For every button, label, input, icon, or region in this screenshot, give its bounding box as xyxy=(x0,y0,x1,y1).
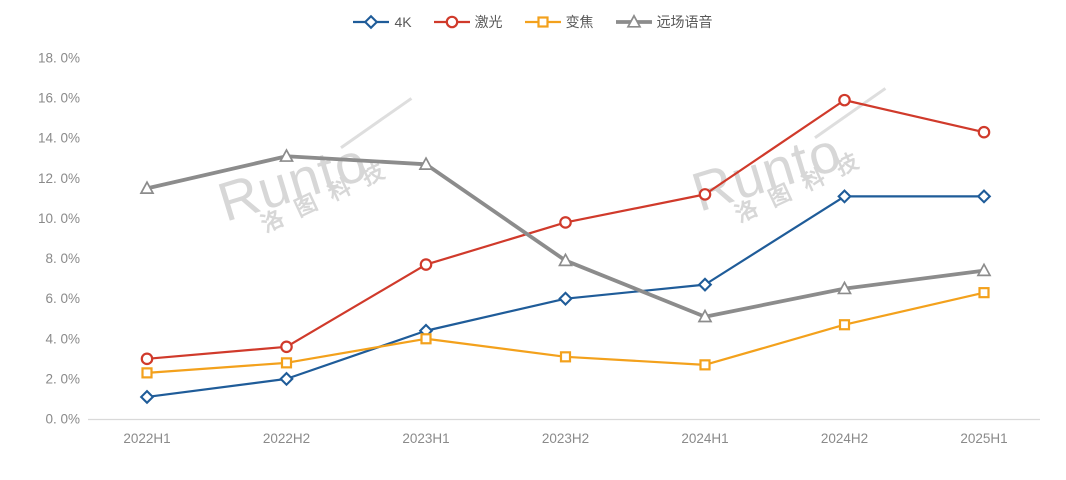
diamond-data-point-marker xyxy=(139,389,155,405)
diamond-legend-marker-icon xyxy=(353,14,390,30)
legend-label: 激光 xyxy=(474,14,503,30)
triangle-data-point-marker xyxy=(279,148,294,162)
circle-data-point-marker xyxy=(140,352,154,366)
triangle-data-point-marker xyxy=(558,252,573,267)
square-data-point-marker xyxy=(536,16,549,28)
circle-data-point-marker xyxy=(838,93,851,107)
x-axis-tick-label: 2022H1 xyxy=(123,431,170,446)
triangle-data-point-marker xyxy=(139,180,155,195)
diamond-data-point-marker xyxy=(976,189,992,204)
square-data-point-marker xyxy=(280,357,293,369)
legend: 4K 激光 变焦 远场语音 xyxy=(0,12,1066,32)
x-axis-tick-label: 2023H1 xyxy=(402,431,449,446)
x-axis-tick-label: 2024H1 xyxy=(681,431,728,446)
square-data-point-marker xyxy=(838,319,851,331)
y-axis-tick-label: 14. 0% xyxy=(38,131,80,146)
circle-data-point-marker xyxy=(419,258,433,271)
square-data-point-marker xyxy=(559,351,572,363)
y-axis-tick-label: 18. 0% xyxy=(38,51,80,66)
triangle-legend-marker-icon xyxy=(615,14,652,28)
square-data-point-marker xyxy=(420,333,432,345)
x-axis-tick-label: 2025H1 xyxy=(960,431,1007,446)
triangle-data-point-marker xyxy=(697,308,713,323)
square-data-point-marker xyxy=(141,367,153,379)
triangle-data-point-marker xyxy=(976,262,992,277)
x-axis-tick-label: 2024H2 xyxy=(821,431,868,446)
triangle-data-point-marker xyxy=(418,156,434,170)
y-axis-tick-label: 6. 0% xyxy=(45,291,80,306)
x-axis-tick-label: 2022H2 xyxy=(263,431,310,446)
legend-label: 4K xyxy=(394,14,412,30)
circle-legend-marker-icon xyxy=(433,15,470,29)
x-axis-tick-label: 2023H2 xyxy=(542,431,589,446)
legend-item-4K: 4K xyxy=(353,14,412,30)
diamond-data-point-marker xyxy=(558,291,573,306)
diamond-data-point-marker xyxy=(279,371,294,387)
diamond-data-point-marker xyxy=(837,189,852,204)
y-axis-tick-label: 10. 0% xyxy=(38,211,80,226)
square-data-point-marker xyxy=(699,359,711,371)
circle-data-point-marker xyxy=(698,188,712,201)
legend-item-远场语音: 远场语音 xyxy=(615,12,713,32)
square-legend-marker-icon xyxy=(524,16,561,28)
triangle-data-point-marker xyxy=(626,14,641,28)
y-axis-tick-label: 16. 0% xyxy=(38,91,80,106)
legend-item-激光: 激光 xyxy=(433,12,503,32)
circle-data-point-marker xyxy=(280,340,293,354)
legend-item-变焦: 变焦 xyxy=(524,12,594,32)
series-line-激光 xyxy=(145,99,986,360)
square-data-point-marker xyxy=(978,287,990,299)
legend-label: 变焦 xyxy=(565,14,594,30)
y-axis-tick-label: 2. 0% xyxy=(45,371,80,386)
y-axis-tick-label: 4. 0% xyxy=(45,331,80,346)
y-axis-tick-label: 8. 0% xyxy=(45,251,80,266)
circle-data-point-marker xyxy=(559,216,572,229)
diamond-data-point-marker xyxy=(364,14,379,30)
circle-data-point-marker xyxy=(445,15,458,29)
triangle-data-point-marker xyxy=(837,280,852,295)
circle-data-point-marker xyxy=(977,125,991,139)
y-axis-tick-label: 12. 0% xyxy=(38,171,80,186)
diamond-data-point-marker xyxy=(697,277,713,292)
y-axis-tick-label: 0. 0% xyxy=(45,412,80,427)
legend-label: 远场语音 xyxy=(656,14,713,30)
